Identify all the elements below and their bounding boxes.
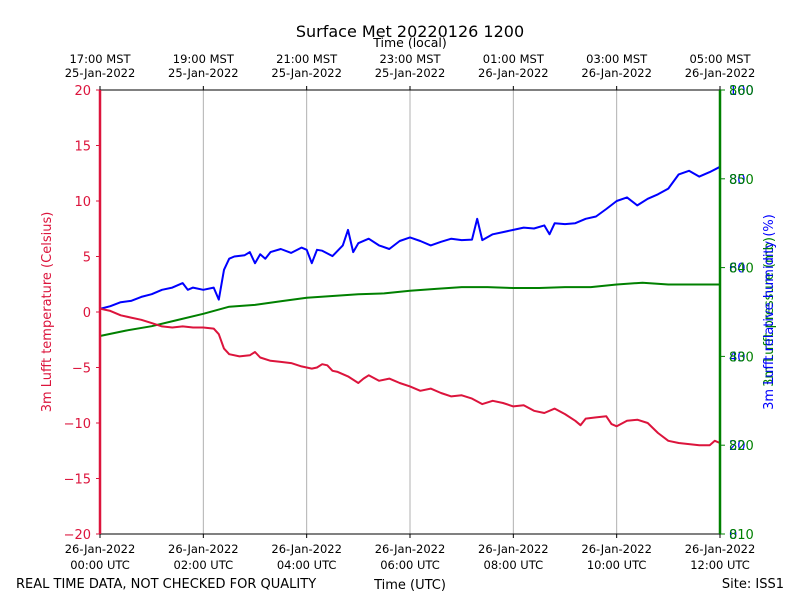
humidity-tick-label: 40 [729, 350, 746, 365]
pressure-tick-label: 830 [729, 350, 754, 365]
top-tick-time: 03:00 MST [586, 52, 648, 66]
left-tick-label: −20 [64, 528, 91, 543]
bottom-tick-date: 26-Jan-2022 [375, 542, 446, 556]
humidity-tick-label: 80 [729, 173, 746, 188]
left-axis-ticks: −20 −15 −10 −5 0 5 10 15 20 [64, 84, 100, 543]
top-tick-time: 01:00 MST [483, 52, 545, 66]
top-tick-date: 26-Jan-2022 [478, 66, 549, 80]
bottom-tick-time: 10:00 UTC [587, 558, 647, 572]
bottom-tick-date: 26-Jan-2022 [685, 542, 756, 556]
left-tick-label: −15 [64, 473, 91, 488]
pressure-tick-label: 820 [729, 439, 754, 454]
top-tick-date: 26-Jan-2022 [581, 66, 652, 80]
left-tick-label: 20 [74, 84, 91, 99]
top-tick-time: 17:00 MST [69, 52, 131, 66]
pressure-tick-label: 810 [729, 528, 754, 543]
left-tick-label: 5 [83, 251, 91, 266]
top-tick-date: 26-Jan-2022 [685, 66, 756, 80]
bottom-tick-date: 26-Jan-2022 [168, 542, 239, 556]
bottom-axis-ticks: 26-Jan-2022 00:00 UTC 26-Jan-2022 02:00 UTC… [65, 534, 756, 572]
bottom-tick-time: 08:00 UTC [484, 558, 544, 572]
humidity-tick-label: 100 [729, 84, 754, 99]
top-tick-date: 25-Jan-2022 [168, 66, 239, 80]
humidity-tick-label: 60 [729, 262, 746, 277]
chart-title: Surface Met 20220126 1200 [296, 22, 524, 41]
bottom-tick-time: 02:00 UTC [174, 558, 234, 572]
pressure-tick-label: 840 [729, 262, 754, 277]
bottom-axis-label: Time (UTC) [373, 578, 446, 593]
humidity-line [99, 165, 721, 310]
top-tick-date: 25-Jan-2022 [375, 66, 446, 80]
left-tick-label: −10 [64, 417, 91, 432]
right-axis-label-pressure: 3m Lufft pressure (mb) [762, 237, 777, 387]
bottom-tick-time: 00:00 UTC [70, 558, 130, 572]
humidity-tick-label: 0 [729, 528, 737, 543]
series-layer [99, 165, 721, 447]
top-tick-time: 23:00 MST [379, 52, 441, 66]
pressure-tick-label: 860 [729, 84, 754, 99]
bottom-tick-time: 12:00 UTC [690, 558, 750, 572]
left-tick-label: 15 [74, 140, 91, 155]
temperature-line [99, 307, 721, 447]
bottom-tick-date: 26-Jan-2022 [65, 542, 136, 556]
bottom-tick-date: 26-Jan-2022 [581, 542, 652, 556]
top-tick-date: 25-Jan-2022 [65, 66, 136, 80]
top-tick-time: 21:00 MST [276, 52, 338, 66]
left-tick-label: 10 [74, 195, 91, 210]
right-axis-ticks: 0 20 40 60 80 100 810 820 830 840 850 860 [720, 84, 754, 543]
humidity-tick-label: 20 [729, 439, 746, 454]
bottom-tick-date: 26-Jan-2022 [271, 542, 342, 556]
bottom-tick-time: 04:00 UTC [277, 558, 337, 572]
top-tick-time: 05:00 MST [689, 52, 751, 66]
footer-quality-note: REAL TIME DATA, NOT CHECKED FOR QUALITY [16, 577, 316, 592]
left-axis-label: 3m Lufft temperature (Celsius) [40, 212, 55, 413]
left-tick-label: −5 [72, 362, 91, 377]
vertical-gridlines [202, 90, 618, 534]
top-axis-label: Time (local) [372, 35, 446, 50]
left-tick-label: 0 [83, 306, 91, 321]
top-tick-date: 25-Jan-2022 [271, 66, 342, 80]
footer-site: Site: ISS1 [722, 577, 784, 592]
bottom-tick-time: 06:00 UTC [380, 558, 440, 572]
pressure-line [99, 281, 720, 337]
top-tick-time: 19:00 MST [173, 52, 235, 66]
bottom-tick-date: 26-Jan-2022 [478, 542, 549, 556]
right-axis-label-humidity: 3m Lufft relative humidity (%) [762, 214, 777, 410]
pressure-tick-label: 850 [729, 173, 754, 188]
